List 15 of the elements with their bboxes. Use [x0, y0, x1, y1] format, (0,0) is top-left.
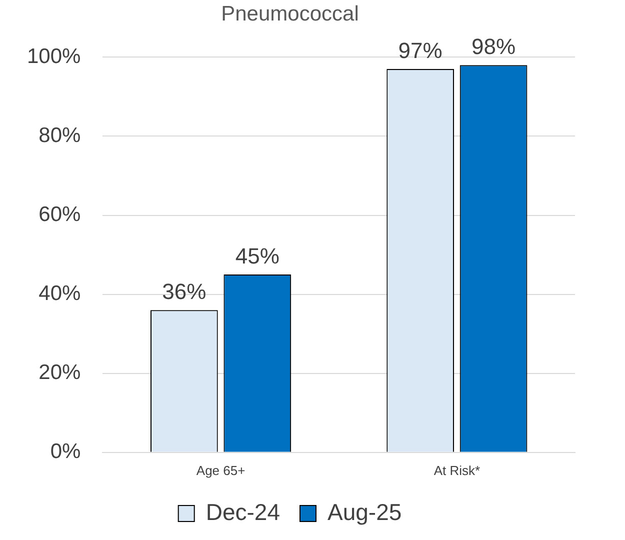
y-tick-label: 60% — [38, 203, 81, 226]
y-tick-label: 100% — [26, 44, 81, 68]
y-tick-label: 0% — [50, 440, 81, 464]
data-label: 97% — [398, 38, 442, 64]
y-tick-label: 20% — [38, 361, 81, 384]
legend-label: Aug-25 — [327, 498, 402, 525]
data-label: 45% — [235, 244, 280, 269]
y-tick-label: 40% — [38, 282, 81, 306]
chart-title: Pneumococcal — [221, 2, 359, 26]
y-tick-label: 80% — [38, 124, 81, 148]
data-label: 36% — [162, 279, 206, 304]
legend-label: Dec-24 — [206, 498, 280, 525]
data-label: 98% — [472, 34, 516, 60]
x-tick-label: At Risk* — [434, 462, 480, 478]
x-tick-label: Age 65+ — [196, 462, 246, 478]
